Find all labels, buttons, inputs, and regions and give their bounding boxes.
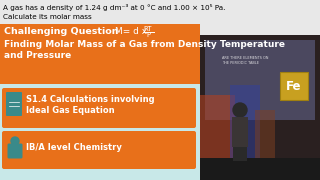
FancyBboxPatch shape: [255, 110, 275, 160]
Text: S1.4 Calculations involving: S1.4 Calculations involving: [26, 95, 155, 104]
Text: A gas has a density of 1.24 g dm⁻³ at 0 °C and 1.00 × 10⁵ Pa.: A gas has a density of 1.24 g dm⁻³ at 0 …: [3, 4, 225, 11]
Text: ARE THERE ELEMENTS ON
THE PERIODIC TABLE: ARE THERE ELEMENTS ON THE PERIODIC TABLE: [222, 56, 268, 65]
FancyBboxPatch shape: [232, 117, 248, 147]
Text: Fe: Fe: [286, 80, 302, 93]
FancyBboxPatch shape: [230, 85, 260, 160]
FancyBboxPatch shape: [6, 92, 22, 116]
Text: RT: RT: [143, 26, 151, 32]
Text: and Pressure: and Pressure: [4, 51, 71, 60]
FancyBboxPatch shape: [233, 147, 247, 161]
FancyBboxPatch shape: [280, 72, 308, 100]
FancyBboxPatch shape: [205, 40, 315, 120]
FancyBboxPatch shape: [200, 35, 320, 180]
Circle shape: [233, 103, 247, 117]
FancyBboxPatch shape: [7, 143, 22, 159]
Text: Challenging Question: Challenging Question: [4, 27, 118, 36]
Text: P: P: [146, 32, 150, 38]
Text: Ideal Gas Equation: Ideal Gas Equation: [26, 106, 115, 115]
Text: Calculate its molar mass: Calculate its molar mass: [3, 14, 92, 20]
FancyBboxPatch shape: [0, 84, 200, 180]
FancyBboxPatch shape: [0, 24, 200, 84]
Text: IB/A level Chemistry: IB/A level Chemistry: [26, 143, 122, 152]
FancyBboxPatch shape: [2, 88, 196, 128]
Text: Finding Molar Mass of a Gas from Density Temperature: Finding Molar Mass of a Gas from Density…: [4, 40, 285, 49]
Circle shape: [11, 137, 19, 145]
FancyBboxPatch shape: [2, 131, 196, 169]
FancyBboxPatch shape: [200, 158, 320, 180]
FancyBboxPatch shape: [200, 95, 235, 180]
Text: M= d x: M= d x: [115, 27, 147, 36]
